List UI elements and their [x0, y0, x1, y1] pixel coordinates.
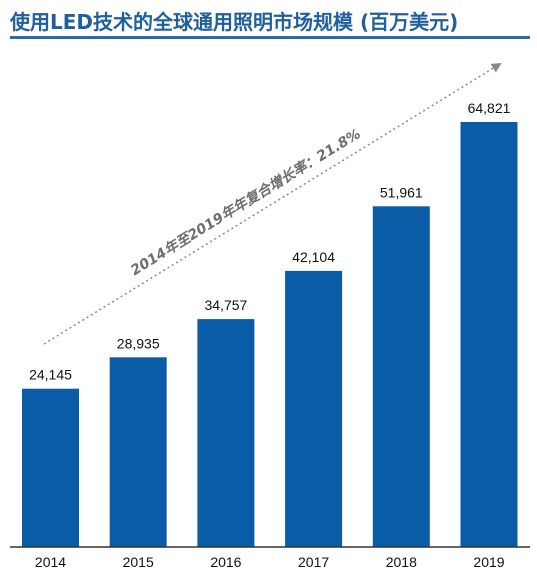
x-tick-label-2016: 2016 — [210, 554, 241, 570]
bar-value-label-2015: 28,935 — [117, 335, 160, 351]
bar-2017 — [285, 270, 343, 547]
bar-value-label-2014: 24,145 — [29, 367, 72, 383]
x-tick-label-2019: 2019 — [473, 554, 504, 570]
bar-2014 — [22, 388, 79, 547]
bar-value-label-2016: 34,757 — [204, 297, 247, 313]
bar-value-label-2018: 51,961 — [380, 184, 423, 200]
value-labels-group: 24,145 28,935 34,757 42,104 51,961 64,821 — [29, 100, 511, 383]
bar-value-label-2017: 42,104 — [292, 249, 335, 265]
chart-title: 使用LED技术的全球通用照明市场规模 (百万美元) — [10, 10, 459, 34]
x-tick-labels-group: 2014 2015 2016 2017 2018 2019 — [35, 554, 505, 570]
bar-2018 — [372, 206, 430, 548]
x-tick-label-2015: 2015 — [123, 554, 154, 570]
x-tick-label-2017: 2017 — [298, 554, 329, 570]
bars-group — [22, 122, 518, 548]
bar-2015 — [109, 357, 167, 547]
growth-trend-arrow — [43, 62, 502, 345]
x-tick-label-2014: 2014 — [35, 554, 66, 570]
x-tick-label-2018: 2018 — [386, 554, 417, 570]
title-underline — [10, 36, 530, 39]
bar-value-label-2019: 64,821 — [468, 100, 511, 116]
bar-2016 — [197, 319, 255, 547]
bar-2019 — [460, 122, 518, 547]
